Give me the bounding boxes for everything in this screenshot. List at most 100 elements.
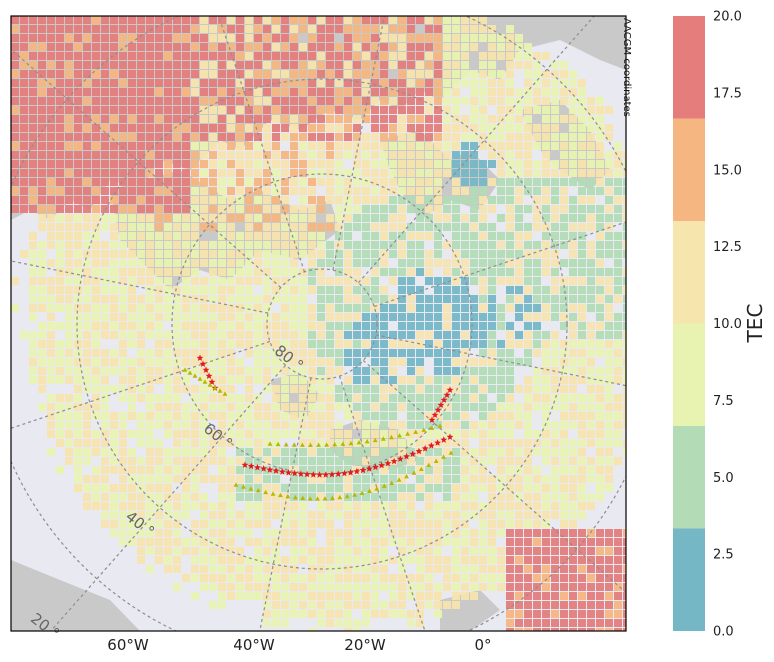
tec-cell: [506, 115, 514, 123]
tec-cell: [326, 313, 334, 321]
tec-cell: [290, 115, 298, 123]
tec-cell: [155, 538, 163, 546]
tec-cell: [191, 268, 199, 276]
tec-cell: [524, 151, 532, 159]
tec-cell: [191, 43, 199, 51]
tec-cell: [110, 493, 118, 501]
tec-cell: [227, 124, 235, 132]
tec-cell: [290, 142, 298, 150]
tec-cell: [119, 205, 127, 213]
tec-cell: [56, 52, 64, 60]
tec-cell: [515, 295, 523, 303]
yellow-triangle-marker: [372, 437, 378, 443]
tec-cell: [236, 331, 244, 339]
tec-cell: [416, 223, 424, 231]
tec-cell: [146, 376, 154, 384]
tec-cell: [173, 502, 181, 510]
tec-cell: [488, 367, 496, 375]
tec-cell: [452, 502, 460, 510]
tec-cell: [506, 349, 514, 357]
tec-cell: [11, 133, 19, 141]
tec-cell: [443, 106, 451, 114]
tec-cell: [218, 538, 226, 546]
tec-cell: [560, 556, 568, 564]
tec-cell: [569, 160, 577, 168]
tec-cell: [191, 196, 199, 204]
tec-cell: [452, 124, 460, 132]
tec-cell: [542, 403, 550, 411]
tec-cell: [218, 349, 226, 357]
tec-cell: [317, 304, 325, 312]
tec-cell: [443, 484, 451, 492]
tec-cell: [29, 160, 37, 168]
tec-cell: [65, 16, 73, 24]
tec-cell: [227, 340, 235, 348]
tec-cell: [272, 259, 280, 267]
tec-cell: [398, 439, 406, 447]
tec-cell: [470, 196, 478, 204]
tec-cell: [335, 556, 343, 564]
tec-cell: [227, 331, 235, 339]
tec-cell: [524, 385, 532, 393]
tec-cell: [416, 385, 424, 393]
tec-cell: [65, 61, 73, 69]
red-star-marker: [440, 436, 448, 443]
tec-cell: [272, 619, 280, 627]
tec-cell: [335, 511, 343, 519]
tec-cell: [155, 160, 163, 168]
tec-cell: [83, 115, 91, 123]
tec-cell: [623, 538, 626, 546]
tec-cell: [497, 385, 505, 393]
tec-cell: [119, 286, 127, 294]
tec-cell: [587, 106, 595, 114]
tec-cell: [110, 43, 118, 51]
tec-cell: [623, 448, 626, 456]
red-star-marker: [347, 469, 354, 476]
tec-cell: [299, 88, 307, 96]
tec-cell: [92, 232, 100, 240]
tec-cell: [317, 511, 325, 519]
tec-cell: [461, 457, 469, 465]
tec-cell: [389, 538, 397, 546]
tec-cell: [479, 538, 487, 546]
tec-cell: [416, 574, 424, 582]
tec-cell: [344, 340, 352, 348]
tec-cell: [335, 421, 343, 429]
tec-cell: [191, 223, 199, 231]
tec-cell: [335, 61, 343, 69]
tec-cell: [47, 205, 55, 213]
tec-cell: [146, 250, 154, 258]
tec-cell: [74, 268, 82, 276]
tec-cell: [452, 232, 460, 240]
tec-cell: [83, 268, 91, 276]
tec-cell: [434, 538, 442, 546]
tec-cell: [299, 529, 307, 537]
tec-cell: [65, 232, 73, 240]
tec-cell: [38, 133, 46, 141]
tec-cell: [191, 574, 199, 582]
tec-cell: [326, 394, 334, 402]
tec-cell: [542, 385, 550, 393]
tec-cell: [407, 358, 415, 366]
tec-cell: [479, 322, 487, 330]
tec-cell: [443, 538, 451, 546]
tec-cell: [380, 223, 388, 231]
tec-cell: [56, 16, 64, 24]
tec-cell: [380, 457, 388, 465]
tec-cell: [29, 331, 37, 339]
tec-cell: [434, 70, 442, 78]
tec-cell: [254, 52, 262, 60]
tec-cell: [380, 232, 388, 240]
tec-cell: [407, 61, 415, 69]
tec-cell: [164, 412, 172, 420]
tec-cell: [614, 457, 622, 465]
tec-cell: [119, 160, 127, 168]
tec-cell: [425, 565, 433, 573]
tec-cell: [317, 619, 325, 627]
tec-cell: [353, 529, 361, 537]
tec-cell: [344, 205, 352, 213]
tec-cell: [290, 43, 298, 51]
tec-cell: [74, 196, 82, 204]
tec-cell: [83, 340, 91, 348]
tec-cell: [245, 322, 253, 330]
